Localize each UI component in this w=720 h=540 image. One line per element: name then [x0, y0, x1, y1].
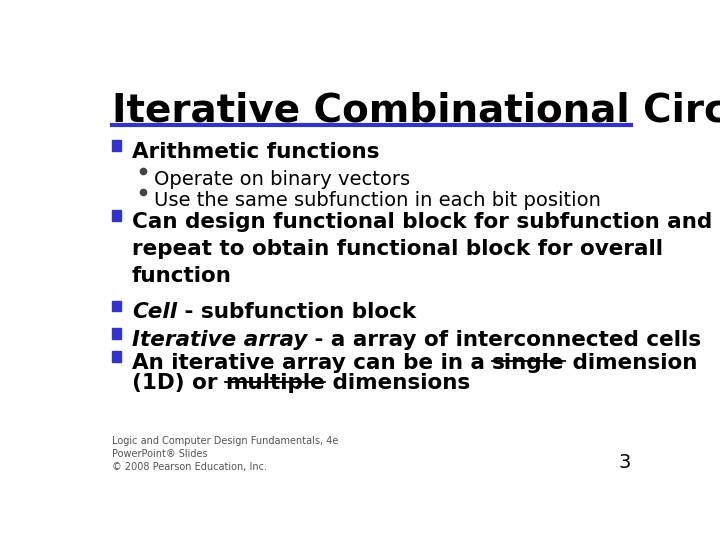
Text: - a array of interconnected cells: - a array of interconnected cells — [307, 330, 701, 350]
Bar — [112, 210, 121, 221]
Text: Arithmetic functions: Arithmetic functions — [132, 142, 379, 162]
Text: dimensions: dimensions — [325, 373, 470, 393]
Text: Logic and Computer Design Fundamentals, 4e
PowerPoint® Slides
© 2008 Pearson Edu: Logic and Computer Design Fundamentals, … — [112, 436, 338, 472]
Text: An iterative array can be in a: An iterative array can be in a — [132, 353, 492, 373]
Bar — [112, 140, 121, 151]
Text: dimension: dimension — [565, 353, 697, 373]
Text: single: single — [492, 353, 565, 373]
Text: Use the same subfunction in each bit position: Use the same subfunction in each bit pos… — [154, 191, 601, 210]
Text: 3: 3 — [619, 453, 631, 472]
Text: Can design functional block for subfunction and
repeat to obtain functional bloc: Can design functional block for subfunct… — [132, 212, 712, 286]
Bar — [112, 328, 121, 339]
Text: Operate on binary vectors: Operate on binary vectors — [154, 171, 410, 190]
Bar — [112, 301, 121, 312]
Text: (1D) or: (1D) or — [132, 373, 225, 393]
Text: Iterative array: Iterative array — [132, 330, 307, 350]
Text: - subfunction block: - subfunction block — [177, 302, 416, 322]
Text: multiple: multiple — [225, 373, 325, 393]
Text: Iterative Combinational Circuits: Iterative Combinational Circuits — [112, 92, 720, 130]
Text: Cell: Cell — [132, 302, 177, 322]
Bar — [112, 351, 121, 362]
